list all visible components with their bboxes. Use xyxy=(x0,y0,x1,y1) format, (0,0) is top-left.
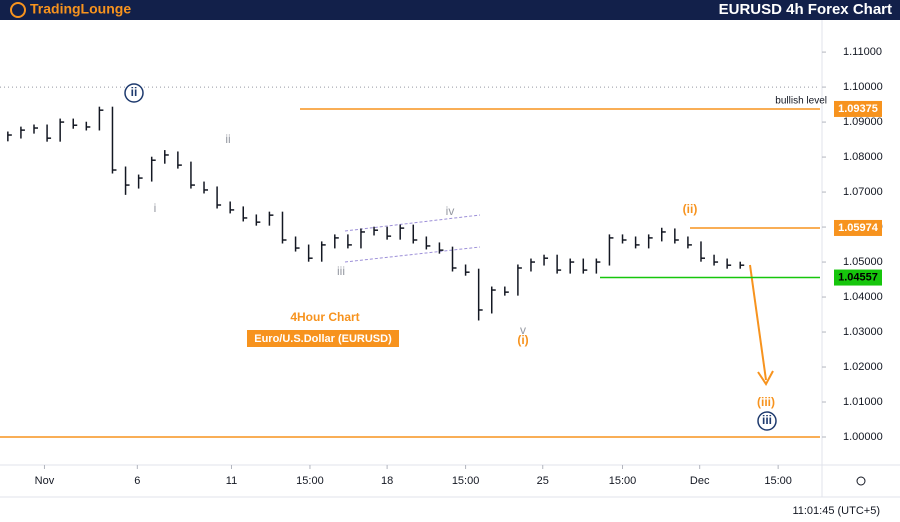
wave-label: (ii) xyxy=(683,202,698,216)
y-tick-label: 1.01000 xyxy=(843,396,883,408)
x-tick-label: 15:00 xyxy=(296,475,324,487)
wave-label: (iii) xyxy=(757,395,775,409)
wave-label: iii xyxy=(337,264,345,278)
channel-line xyxy=(344,246,481,263)
wave-label: iv xyxy=(446,204,455,218)
y-tick-label: 1.09000 xyxy=(843,116,883,128)
price-box-label: 1.09375 xyxy=(838,103,878,115)
y-tick-label: 1.10000 xyxy=(843,81,883,93)
x-tick-label: 25 xyxy=(537,475,549,487)
header-bar xyxy=(0,0,900,20)
level-label: bullish level xyxy=(775,96,827,107)
y-tick-label: 1.11000 xyxy=(843,46,882,58)
instrument: Euro/U.S.Dollar (EURUSD) xyxy=(254,333,392,345)
chart-label: 4Hour Chart xyxy=(290,310,359,324)
wave-label: ii xyxy=(225,132,230,146)
y-tick-label: 1.03000 xyxy=(843,326,883,338)
x-tick-label: 6 xyxy=(134,475,140,487)
projection-arrowhead xyxy=(757,370,774,386)
channel-line xyxy=(344,214,481,232)
price-box-label: 1.04557 xyxy=(838,271,878,283)
y-tick-label: 1.07000 xyxy=(843,186,883,198)
x-tick-label: 15:00 xyxy=(764,475,792,487)
y-tick-label: 1.05000 xyxy=(843,256,883,268)
y-tick-label: 1.00000 xyxy=(843,431,883,443)
y-tick-label: 1.08000 xyxy=(843,151,883,163)
price-box-label: 1.05974 xyxy=(838,222,879,234)
x-tick-label: 15:00 xyxy=(609,475,637,487)
wave-circle xyxy=(757,411,777,431)
price-box xyxy=(834,219,882,236)
wave-label: (i) xyxy=(517,333,528,347)
instrument-box xyxy=(247,330,399,347)
clock: 11:01:45 (UTC+5) xyxy=(792,505,880,517)
x-tick-label: 15:00 xyxy=(452,475,480,487)
projection-arrow xyxy=(749,264,767,381)
x-tick-label: Nov xyxy=(35,475,55,487)
x-tick-label: 11 xyxy=(226,475,237,487)
x-tick-label: 18 xyxy=(381,475,393,487)
x-tick-label: Dec xyxy=(690,475,710,487)
wave-label: v xyxy=(520,323,526,337)
y-tick-label: 1.02000 xyxy=(843,361,883,373)
y-tick-label: 1.04000 xyxy=(843,291,883,303)
wave-label: i xyxy=(154,201,157,215)
logo-icon xyxy=(10,2,26,18)
wave-label: ii xyxy=(131,85,138,99)
logo: TradingLounge xyxy=(30,1,131,17)
wave-label: iii xyxy=(762,413,772,427)
price-box xyxy=(834,269,882,286)
wave-circle xyxy=(124,83,144,103)
header-title: EURUSD 4h Forex Chart xyxy=(719,1,892,18)
settings-icon[interactable] xyxy=(856,476,866,486)
price-box xyxy=(834,100,882,117)
